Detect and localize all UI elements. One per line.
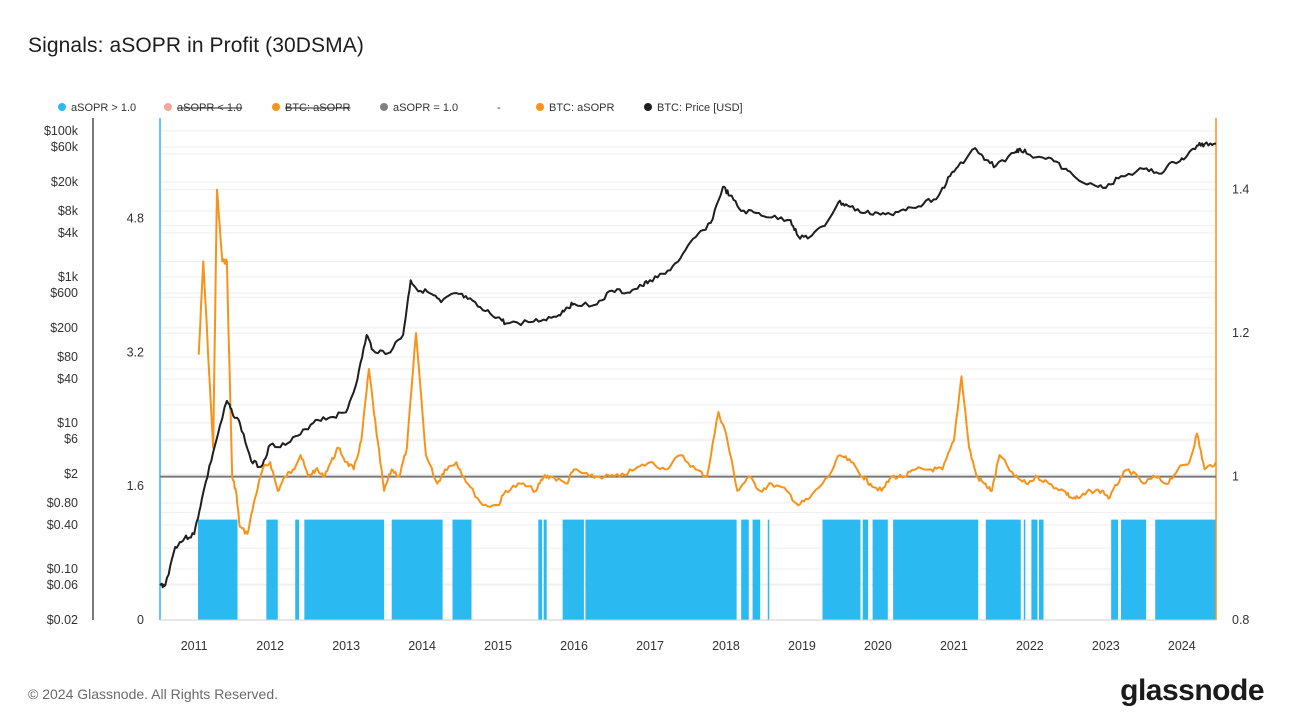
legend-marker (380, 103, 388, 111)
axes (92, 118, 1217, 621)
legend-label: BTC: aSOPR (285, 102, 350, 114)
x-tick-label: 2019 (788, 639, 816, 653)
chart-title: Signals: aSOPR in Profit (30DSMA) (28, 34, 364, 57)
signal-bar (985, 519, 1021, 620)
signal-bar (872, 519, 888, 620)
signal-bar (1111, 519, 1118, 620)
signal-bar (752, 519, 761, 620)
signal-bar (562, 519, 584, 620)
x-tick-label: 2015 (484, 639, 512, 653)
signal-tick-label: 4.8 (127, 211, 144, 225)
legend-item: BTC: aSOPR (536, 102, 614, 114)
x-tick-label: 2016 (560, 639, 588, 653)
x-tick-label: 2018 (712, 639, 740, 653)
price-tick-label: $60k (51, 140, 79, 154)
signal-bar (266, 519, 278, 620)
x-tick-label: 2012 (256, 639, 284, 653)
price-tick-label: $20k (51, 175, 79, 189)
x-tick-label: 2011 (181, 639, 208, 653)
signal-bar (1121, 519, 1147, 620)
x-tick-label: 2013 (332, 639, 360, 653)
legend-marker (164, 103, 172, 111)
x-tick-label: 2022 (1016, 639, 1044, 653)
signal-bar (391, 519, 443, 620)
signal-bar (1155, 519, 1216, 620)
legend-label: - (497, 102, 501, 114)
price-tick-label: $600 (50, 286, 78, 300)
x-tick-label: 2017 (636, 639, 664, 653)
series-btc-asopr (197, 188, 1217, 535)
legend-marker (272, 103, 280, 111)
legend-label: BTC: Price [USD] (657, 102, 743, 114)
signal-bar (304, 519, 385, 620)
signal-bar (197, 519, 238, 620)
signal-bars (197, 519, 1216, 620)
price-tick-label: $0.40 (47, 518, 78, 532)
brand-logo: glassnode (1120, 674, 1264, 707)
legend-label: aSOPR = 1.0 (393, 102, 458, 114)
legend-label: BTC: aSOPR (549, 102, 614, 114)
price-tick-label: $200 (50, 321, 78, 335)
legend-item: BTC: aSOPR (272, 102, 350, 114)
legend-marker (58, 103, 66, 111)
signal-bar (822, 519, 861, 620)
legend-item: aSOPR < 1.0 (164, 102, 242, 114)
signal-tick-label: 3.2 (127, 345, 144, 359)
signal-bar (295, 519, 300, 620)
signal-bar (1023, 519, 1026, 620)
signal-bar (543, 519, 547, 620)
legend-marker (644, 103, 652, 111)
sopr-tick-label: 1 (1232, 470, 1239, 484)
signal-bar (585, 519, 737, 620)
price-tick-label: $0.10 (47, 562, 78, 576)
legend: aSOPR > 1.0 aSOPR < 1.0 BTC: aSOPR aSOPR = … (58, 102, 743, 114)
signal-tick-label: 1.6 (127, 479, 144, 493)
copyright-text: © 2024 Glassnode. All Rights Reserved. (28, 686, 279, 702)
legend-item: - (497, 102, 501, 114)
price-tick-label: $0.02 (47, 613, 78, 627)
tick-labels: $100k $60k $20k $8k $4k $1k $600 $200 $80 $40 $10 $… (44, 124, 1249, 653)
series-btc-price (159, 141, 1217, 589)
sopr-tick-label: 1.4 (1232, 183, 1249, 197)
legend-label: aSOPR > 1.0 (71, 102, 136, 114)
price-tick-label: $40 (57, 372, 78, 386)
sopr-tick-label: 0.8 (1232, 613, 1249, 627)
signal-bar (893, 519, 979, 620)
legend-item: aSOPR > 1.0 (58, 102, 136, 114)
legend-label: aSOPR < 1.0 (177, 102, 242, 114)
sopr-tick-label: 1.2 (1232, 326, 1249, 340)
price-tick-label: $100k (44, 124, 79, 138)
x-tick-label: 2021 (940, 639, 968, 653)
price-tick-label: $0.06 (47, 578, 78, 592)
price-tick-label: $0.80 (47, 496, 78, 510)
signal-bar (1038, 519, 1044, 620)
price-tick-label: $10 (57, 416, 78, 430)
legend-item: BTC: Price [USD] (644, 102, 743, 114)
price-tick-label: $8k (58, 204, 79, 218)
signal-bar (741, 519, 749, 620)
price-tick-label: $6 (64, 432, 78, 446)
signal-bar (452, 519, 472, 620)
signal-bar (538, 519, 543, 620)
x-tick-label: 2014 (408, 639, 436, 653)
x-tick-label: 2020 (864, 639, 892, 653)
x-tick-label: 2024 (1168, 639, 1196, 653)
price-tick-label: $2 (64, 467, 78, 481)
price-tick-label: $4k (58, 226, 79, 240)
signal-bar (862, 519, 869, 620)
legend-item: aSOPR = 1.0 (380, 102, 458, 114)
price-tick-label: $1k (58, 270, 79, 284)
signal-bar (1031, 519, 1038, 620)
signal-bar (767, 519, 770, 620)
x-tick-label: 2023 (1092, 639, 1120, 653)
signal-tick-label: 0 (137, 613, 144, 627)
lines (159, 141, 1217, 589)
price-tick-label: $80 (57, 350, 78, 364)
legend-marker (536, 103, 544, 111)
